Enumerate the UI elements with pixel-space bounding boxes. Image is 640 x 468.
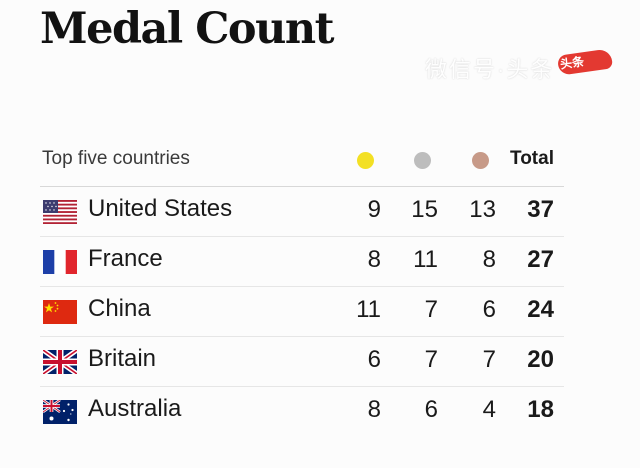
watermark-badge-text: 头条 [559,54,585,72]
bronze-count: 7 [482,346,496,373]
total-count: 27 [527,246,554,273]
country-name: Australia [88,395,182,422]
silver-count: 6 [424,396,438,423]
page-title: Medal Count [40,4,334,54]
britain-flag-icon [43,350,77,374]
bronze-count: 8 [482,246,496,273]
watermark: 微信号·头条 [425,57,555,82]
country-name: Britain [88,345,157,372]
total-header: Total [510,148,554,169]
silver-medal-icon [414,152,431,169]
table-row: China 11 7 6 24 [40,287,564,337]
silver-count: 7 [424,346,438,373]
country-name: United States [88,195,233,222]
total-count: 37 [527,196,554,223]
china-flag-icon [43,300,77,324]
gold-medal-icon [357,152,374,169]
medal-table: Top five countries Total [40,136,564,436]
bronze-count: 6 [482,296,496,323]
bronze-count: 13 [469,196,496,223]
gold-count: 9 [367,196,381,223]
silver-count: 11 [413,246,438,273]
total-count: 18 [527,396,554,423]
total-count: 24 [527,296,554,323]
gold-count: 11 [356,296,381,323]
total-count: 20 [527,346,554,373]
bronze-medal-icon [472,152,489,169]
bronze-count: 4 [482,396,496,423]
header-label: Top five countries [42,148,190,169]
gold-count: 8 [367,246,381,273]
table-row: Australia 8 6 4 18 [40,387,564,436]
table-header: Top five countries Total [40,136,564,187]
silver-count: 7 [424,296,438,323]
australia-flag-icon [43,400,77,424]
gold-count: 6 [367,346,381,373]
france-flag-icon [43,250,77,274]
country-name: China [88,295,151,322]
table-row: Britain 6 7 7 20 [40,337,564,387]
table-row: United States 9 15 13 37 [40,187,564,237]
country-name: France [88,245,163,272]
us-flag-icon [43,200,77,224]
gold-count: 8 [367,396,381,423]
silver-count: 15 [411,196,438,223]
table-row: France 8 11 8 27 [40,237,564,287]
